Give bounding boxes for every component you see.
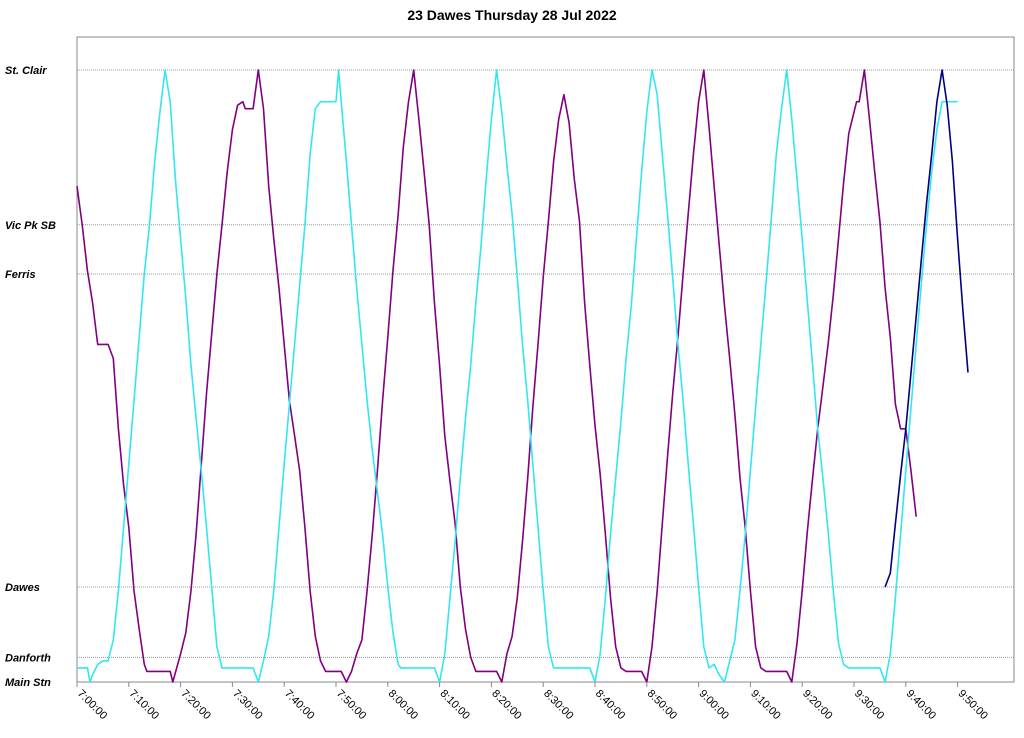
x-tick-label: 9:10:00: [748, 688, 782, 722]
x-tick-label: 9:00:00: [696, 688, 730, 722]
x-tick-label: 9:20:00: [800, 688, 834, 722]
stop-label: Danforth: [5, 652, 51, 664]
x-tick-label: 8:20:00: [489, 688, 523, 722]
plot-area: [76, 36, 1015, 683]
chart-title: 23 Dawes Thursday 28 Jul 2022: [407, 7, 617, 23]
x-tick-label: 7:10:00: [127, 688, 161, 722]
x-tick-label: 8:00:00: [386, 688, 420, 722]
stop-label: Ferris: [5, 269, 36, 281]
trip-line: [77, 69, 958, 683]
trip-line: [76, 69, 917, 683]
x-tick-label: 7:50:00: [334, 688, 368, 722]
x-tick-label: 9:30:00: [852, 688, 886, 722]
trip-line: [884, 69, 969, 588]
stop-label: St. Clair: [5, 65, 47, 77]
stop-labels: Main Stn Danforth Dawes Ferris Vic Pk SB St. …: [5, 65, 56, 689]
x-tick-label: 7:00:00: [75, 688, 109, 722]
x-tick-label: 9:40:00: [904, 688, 938, 722]
x-tick-label: 7:40:00: [282, 688, 316, 722]
trip-lines: [76, 69, 969, 683]
stop-label: Main Stn: [5, 677, 51, 689]
x-tick-label: 8:30:00: [541, 688, 575, 722]
x-tick-label: 8:50:00: [645, 688, 679, 722]
x-tick-label: 8:10:00: [437, 688, 471, 722]
x-tick-label: 7:20:00: [178, 688, 212, 722]
stop-gridlines: [77, 69, 1014, 658]
x-tick-label: 8:40:00: [593, 688, 627, 722]
stop-label: Dawes: [5, 582, 40, 594]
x-tick-label: 7:30:00: [230, 688, 264, 722]
x-axis-ticks: 7:00:00 7:10:00 7:20:00 7:30:00 7:40:00 7:50:…: [75, 682, 990, 722]
stop-label: Vic Pk SB: [5, 220, 56, 232]
x-tick-label: 9:50:00: [955, 688, 989, 722]
